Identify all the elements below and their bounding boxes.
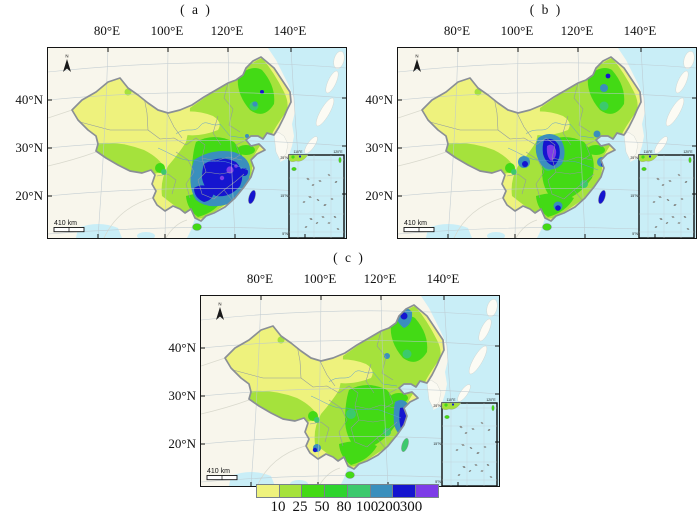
lon-label-140e: 140°E xyxy=(273,23,307,38)
lat-label-30n: 30°N xyxy=(365,140,393,155)
taiwan-island xyxy=(598,190,606,204)
inset-lon-110e: 110°E xyxy=(643,150,653,154)
inset-lon-120e: 120°E xyxy=(333,150,343,154)
inset-lon-110e: 110°E xyxy=(293,150,303,154)
legend-tick-300: 300 xyxy=(399,499,423,515)
legend-color-bar xyxy=(256,484,439,498)
china-map-c: N 410 km 110°E 120°E 25°N 15°N 5°N xyxy=(201,296,499,486)
lon-label-80e: 80°E xyxy=(443,23,471,38)
panel-a-title: ( a ) xyxy=(180,2,212,17)
scale-label: 410 km xyxy=(404,220,427,227)
inset-lat-15n: 15°N xyxy=(280,194,288,198)
lat-label-20n: 20°N xyxy=(15,188,43,203)
inset-lat-5n: 5°N xyxy=(282,232,288,236)
color-legend: 10 25 50 80 100 200 300 xyxy=(256,484,456,522)
scale-bar xyxy=(403,227,435,233)
china-map-b: N 410 km 110°E 120°E 25°N 15°N 5°N xyxy=(398,48,696,238)
inset-lon-110e: 110°E xyxy=(446,398,456,402)
lon-label-140e: 140°E xyxy=(623,23,657,38)
lon-label-100e: 100°E xyxy=(500,23,534,38)
panel-b-title: ( b ) xyxy=(529,2,563,17)
lat-label-40n: 40°N xyxy=(168,340,196,355)
legend-cell xyxy=(346,484,371,498)
inset-lon-120e: 120°E xyxy=(486,398,496,402)
lon-label-80e: 80°E xyxy=(246,271,274,286)
lon-label-120e: 120°E xyxy=(560,23,594,38)
map-frame-a: N 410 km 110°E 120°E 25°N 15°N 5°N xyxy=(47,47,347,239)
legend-tick-100: 100 xyxy=(355,499,379,515)
inset-lat-25n: 25°N xyxy=(433,404,441,408)
legend-cell xyxy=(301,484,326,498)
lat-label-40n: 40°N xyxy=(15,92,43,107)
lon-label-100e: 100°E xyxy=(303,271,337,286)
lat-label-20n: 20°N xyxy=(168,436,196,451)
panel-a: ( a ) 80°E 100°E 120°E 140°E 40°N 30°N 2… xyxy=(12,0,352,246)
hainan-island xyxy=(192,223,202,231)
south-china-sea-inset xyxy=(288,154,345,238)
panel-b: ( b ) 80°E 100°E 120°E 140°E 40°N 30°N 2… xyxy=(362,0,700,246)
scale-label: 410 km xyxy=(207,468,230,475)
hainan-island xyxy=(345,471,355,479)
legend-tick-50: 50 xyxy=(314,499,330,515)
china-fill-layers xyxy=(72,57,291,221)
panel-c-title: ( c ) xyxy=(333,250,365,265)
lat-label-20n: 20°N xyxy=(365,188,393,203)
inset-lat-25n: 25°N xyxy=(630,156,638,160)
taiwan-island xyxy=(401,438,409,452)
lon-label-120e: 120°E xyxy=(210,23,244,38)
legend-cell xyxy=(392,484,417,498)
south-china-sea-inset xyxy=(638,154,695,238)
lon-label-140e: 140°E xyxy=(426,271,460,286)
inset-lat-25n: 25°N xyxy=(280,156,288,160)
legend-cell xyxy=(414,484,439,498)
south-china-sea-inset xyxy=(441,402,498,486)
north-label: N xyxy=(415,54,418,59)
legend-tick-200: 200 xyxy=(377,499,401,515)
lat-label-40n: 40°N xyxy=(365,92,393,107)
inset-lat-5n: 5°N xyxy=(632,232,638,236)
legend-cell xyxy=(324,484,349,498)
legend-tick-80: 80 xyxy=(336,499,352,515)
hotspots-b xyxy=(518,73,611,211)
taiwan-island xyxy=(248,190,256,204)
legend-cell xyxy=(369,484,394,498)
legend-cell xyxy=(256,484,280,498)
china-map-a: N 410 km 110°E 120°E 25°N 15°N 5°N xyxy=(48,48,346,238)
legend-cell xyxy=(278,484,303,498)
north-label: N xyxy=(65,54,68,59)
legend-tick-25: 25 xyxy=(292,499,308,515)
inset-lat-15n: 15°N xyxy=(433,442,441,446)
scale-bar xyxy=(53,227,85,233)
lon-label-100e: 100°E xyxy=(150,23,184,38)
lat-label-30n: 30°N xyxy=(168,388,196,403)
lon-label-120e: 120°E xyxy=(363,271,397,286)
map-frame-b: N 410 km 110°E 120°E 25°N 15°N 5°N xyxy=(397,47,697,239)
inset-lon-120e: 120°E xyxy=(683,150,693,154)
hainan-island xyxy=(542,223,552,231)
lat-label-30n: 30°N xyxy=(15,140,43,155)
china-fill-layers xyxy=(422,57,641,221)
inset-lat-5n: 5°N xyxy=(435,480,441,484)
legend-tick-10: 10 xyxy=(270,499,286,515)
panel-c: ( c ) 80°E 100°E 120°E 140°E 40°N 30°N 2… xyxy=(165,248,505,494)
lon-label-80e: 80°E xyxy=(93,23,121,38)
inset-lat-15n: 15°N xyxy=(630,194,638,198)
scale-label: 410 km xyxy=(54,220,77,227)
map-frame-c: N 410 km 110°E 120°E 25°N 15°N 5°N xyxy=(200,295,500,487)
north-label: N xyxy=(218,302,221,307)
hotspots-a xyxy=(190,90,264,207)
scale-bar xyxy=(206,475,238,481)
